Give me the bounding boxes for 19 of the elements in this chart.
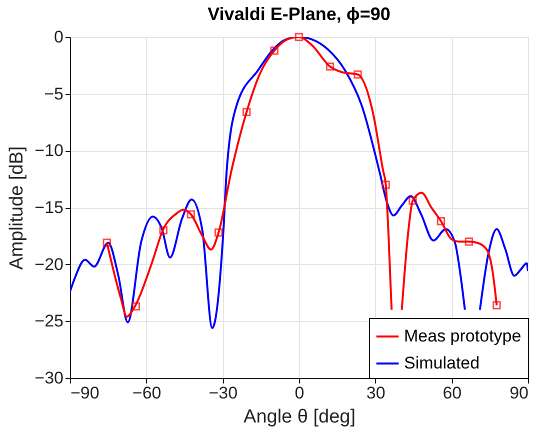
x-tick-label: 90: [510, 384, 528, 402]
y-tick-label: −10: [34, 141, 64, 160]
x-tick-label: 0: [294, 384, 304, 402]
chart-title: Vivaldi E-Plane, ϕ=90: [208, 4, 390, 24]
y-axis-title: Amplitude [dB]: [6, 146, 28, 270]
y-tick-label: −5: [44, 84, 64, 104]
y-tick-label: 0: [54, 28, 64, 46]
x-tick-label: −30: [208, 384, 238, 402]
y-tick-label: −20: [34, 254, 64, 274]
legend-label: Meas prototype: [404, 326, 522, 346]
x-axis-title: Angle θ [deg]: [244, 406, 356, 428]
x-tick-label: 30: [366, 384, 386, 402]
x-tick-label: −90: [70, 384, 100, 402]
legend-label: Simulated: [404, 354, 480, 372]
y-tick-label: −15: [34, 198, 64, 217]
y-tick-label: −30: [34, 368, 64, 388]
x-tick-label: 60: [442, 384, 462, 402]
x-tick-label: −60: [132, 384, 162, 402]
y-tick-label: −25: [34, 312, 64, 331]
